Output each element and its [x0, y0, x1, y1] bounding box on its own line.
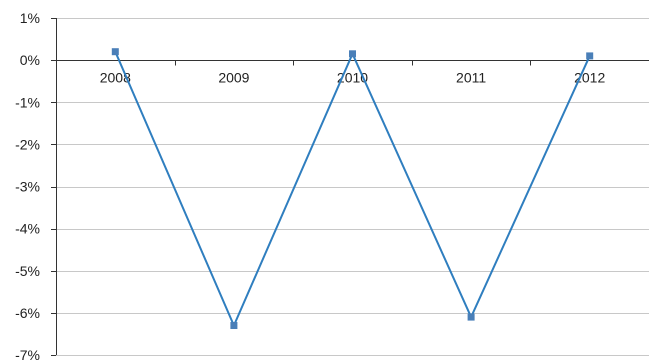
y-tick-label: -7% — [15, 347, 40, 360]
y-tick-label: -2% — [15, 136, 40, 152]
data-point-marker — [230, 322, 238, 330]
y-tick-label: -5% — [15, 263, 40, 279]
y-tick-label: -3% — [15, 179, 40, 195]
y-tick-label: 1% — [20, 10, 40, 26]
data-point-marker — [349, 50, 356, 58]
data-point-marker — [586, 52, 594, 60]
y-tick-label: 0% — [20, 52, 40, 68]
y-tick-label: -6% — [15, 305, 40, 321]
data-point-marker — [467, 313, 475, 321]
y-tick-label: -4% — [15, 221, 40, 237]
data-point-marker — [111, 48, 119, 56]
y-tick-label: -1% — [15, 94, 40, 110]
series-line — [114, 51, 591, 329]
x-tick-label: 2011 — [456, 70, 486, 86]
x-tick-label: 2009 — [218, 70, 249, 86]
x-tick-label: 2008 — [100, 70, 131, 86]
